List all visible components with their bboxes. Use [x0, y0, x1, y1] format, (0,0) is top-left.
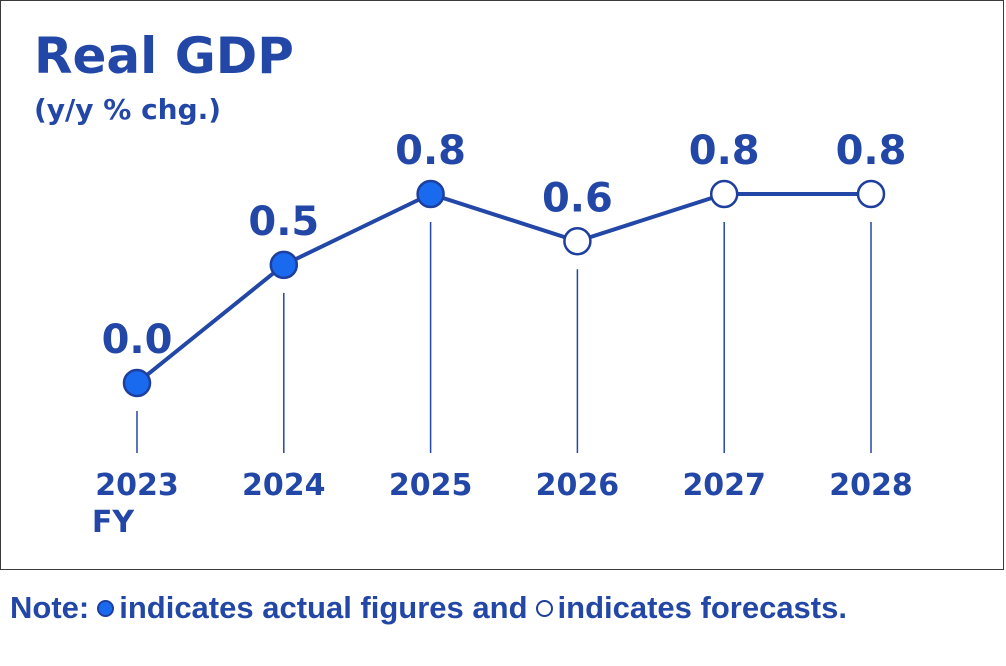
x-unit-label: FY: [92, 505, 135, 540]
chart-subtitle: (y/y % chg.): [34, 93, 221, 126]
x-tick-2023: 2023: [95, 468, 179, 503]
forecast-point-2028: [856, 179, 886, 209]
value-label-2023: 0.0: [102, 317, 173, 363]
value-labels: 0.0 0.5 0.8 0.6 0.8 0.8: [102, 128, 907, 363]
x-tick-2025: 2025: [389, 468, 473, 503]
value-label-2025: 0.8: [395, 128, 466, 174]
drop-lines: [136, 222, 872, 453]
chart-svg: Real GDP (y/y % chg.) 0.0 0.5 0.8 0.6 0.8 0.8…: [34, 27, 913, 540]
actual-point-2025: [416, 179, 445, 209]
actual-point-2023: [122, 368, 152, 398]
forecast-point-2027: [709, 179, 739, 209]
value-label-2027: 0.8: [689, 128, 760, 174]
chart-title: Real GDP: [34, 27, 294, 85]
x-tick-2028: 2028: [829, 468, 913, 503]
actual-marker-icon: [97, 599, 115, 617]
series-line: [135, 192, 871, 385]
note-actual-text: indicates actual figures and: [119, 590, 528, 625]
series-line-group: [135, 192, 871, 385]
actual-point-2024: [269, 250, 299, 280]
forecast-marker-icon: [535, 599, 553, 617]
value-label-2024: 0.5: [248, 199, 319, 245]
markers: [122, 179, 886, 398]
value-label-2028: 0.8: [836, 128, 907, 174]
note: Note: indicates actual figures and indic…: [10, 586, 1000, 630]
value-label-2026: 0.6: [542, 175, 613, 221]
chart-frame: Real GDP (y/y % chg.) 0.0 0.5 0.8 0.6 0.8 0.8…: [0, 0, 1004, 570]
note-prefix: Note:: [10, 590, 90, 625]
x-tick-2026: 2026: [536, 468, 620, 503]
x-tick-2027: 2027: [682, 468, 766, 503]
note-forecast-text: indicates forecasts.: [557, 590, 847, 625]
x-tick-labels: 2023 2024 2025 2026 2027 2028: [95, 468, 913, 503]
x-tick-2024: 2024: [242, 468, 326, 503]
forecast-point-2026: [563, 227, 592, 256]
